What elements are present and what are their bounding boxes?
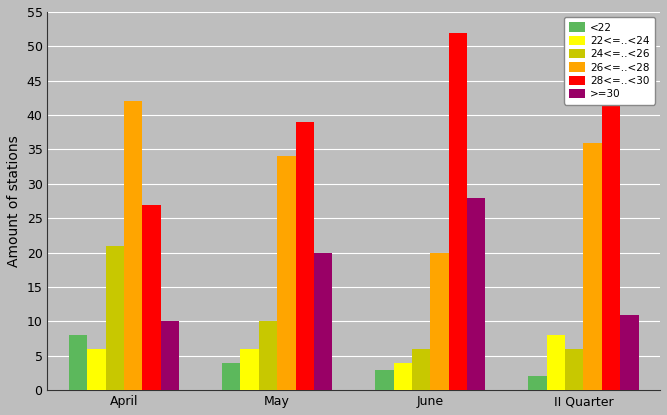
Bar — [105, 246, 124, 390]
Bar — [565, 349, 584, 390]
Bar — [277, 156, 295, 390]
Bar — [295, 122, 314, 390]
Bar — [314, 253, 332, 390]
Bar — [240, 349, 259, 390]
Bar — [259, 322, 277, 390]
Bar — [412, 349, 430, 390]
Bar — [467, 198, 486, 390]
Bar — [142, 205, 161, 390]
Bar — [584, 143, 602, 390]
Bar — [87, 349, 105, 390]
Bar — [69, 335, 87, 390]
Bar — [547, 335, 565, 390]
Bar — [394, 363, 412, 390]
Y-axis label: Amount of stations: Amount of stations — [7, 135, 21, 267]
Bar — [620, 315, 638, 390]
Bar — [430, 253, 449, 390]
Bar — [222, 363, 240, 390]
Bar — [602, 39, 620, 390]
Bar — [528, 376, 547, 390]
Bar — [124, 101, 142, 390]
Bar — [375, 370, 394, 390]
Legend: <22, 22<=..<24, 24<=..<26, 26<=..<28, 28<=..<30, >=30: <22, 22<=..<24, 24<=..<26, 26<=..<28, 28… — [564, 17, 655, 105]
Bar — [449, 32, 467, 390]
Bar — [161, 322, 179, 390]
